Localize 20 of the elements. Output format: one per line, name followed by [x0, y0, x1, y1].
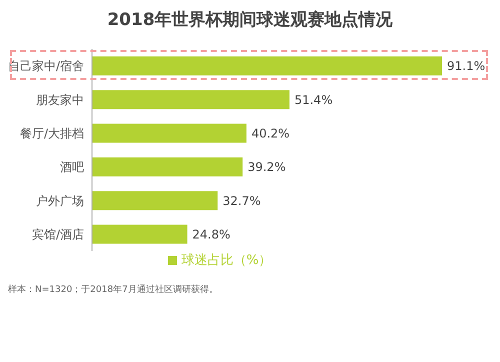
y-tick-label: 酒吧 — [60, 160, 84, 174]
text: 样本：N=1320；于2018年7月通过社区调研获得。 — [8, 284, 219, 296]
y-tick-label: 餐厅/大排档 — [20, 126, 84, 140]
data-label: 40.2% — [251, 126, 290, 140]
data-label: 91.1% — [447, 59, 486, 74]
bar — [92, 90, 290, 110]
data-label: 32.7% — [222, 194, 261, 208]
bar — [92, 224, 188, 244]
bar — [92, 191, 218, 210]
data-label: 39.2% — [248, 160, 286, 174]
data-label: 51.4% — [294, 92, 333, 107]
bar — [92, 157, 243, 176]
bar — [92, 56, 442, 76]
data-label: 24.8% — [192, 228, 230, 242]
y-tick-label: 宾馆/酒店 — [32, 227, 84, 242]
legend-label: 球迷占比（%） — [181, 253, 272, 268]
chart-title: 2018年世界杯期间球迷观赛地点情况 — [106, 9, 394, 31]
y-tick-label: 朋友家中 — [36, 92, 84, 107]
bar — [92, 124, 246, 143]
y-tick-label: 户外广场 — [36, 194, 84, 208]
